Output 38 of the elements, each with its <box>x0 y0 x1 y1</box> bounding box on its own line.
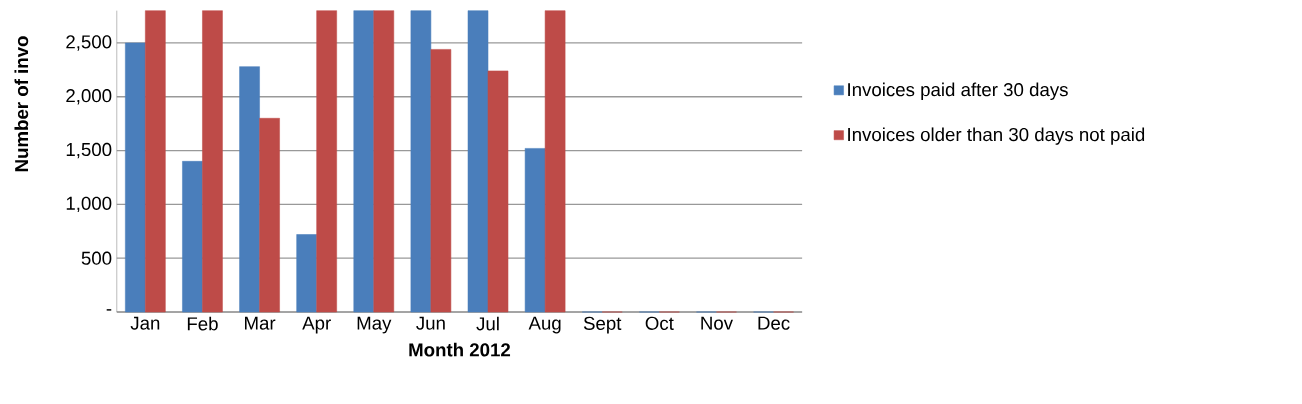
bar <box>182 161 203 313</box>
y-tick-label: 2,500 <box>66 35 112 51</box>
x-tick-label: Oct <box>645 316 674 330</box>
legend-label: Invoices paid after 30 days <box>848 82 1068 100</box>
bar <box>487 70 509 313</box>
x-tick-label: Dec <box>758 316 790 330</box>
x-tick-label: Sept <box>583 316 622 334</box>
bar <box>544 10 566 313</box>
bar <box>524 148 546 313</box>
bar <box>467 10 489 313</box>
y-tick-label: 1,500 <box>66 142 112 159</box>
x-tick-label: Feb <box>187 316 218 331</box>
bar <box>410 10 432 313</box>
x-tick-label: Jul <box>476 316 499 331</box>
bar <box>202 10 223 313</box>
y-tick-label: 500 <box>81 251 112 265</box>
bar <box>353 10 375 313</box>
x-tick-label: Aug <box>528 316 561 334</box>
bar <box>145 10 166 313</box>
y-axis-title: Number of invo <box>14 36 29 172</box>
x-tick-label: Nov <box>701 316 733 330</box>
x-tick-label: May <box>357 316 392 334</box>
bar <box>430 49 452 313</box>
x-tick-label: Mar <box>245 316 276 330</box>
y-tick-label: - <box>106 309 112 311</box>
bar <box>125 42 146 313</box>
x-tick-label: Apr <box>302 316 331 334</box>
bar <box>373 10 395 313</box>
bar <box>239 66 260 313</box>
y-tick-label: 1,000 <box>66 196 112 213</box>
bar <box>259 118 280 313</box>
legend-label: Invoices older than 30 days not paid <box>848 127 1145 145</box>
y-tick-label: 2,000 <box>66 89 112 105</box>
bar <box>296 234 317 313</box>
x-tick-label: Jun <box>416 316 445 330</box>
bar <box>316 10 337 313</box>
x-axis-title: Month 2012 <box>409 342 511 357</box>
x-tick-label: Jan <box>130 316 160 330</box>
